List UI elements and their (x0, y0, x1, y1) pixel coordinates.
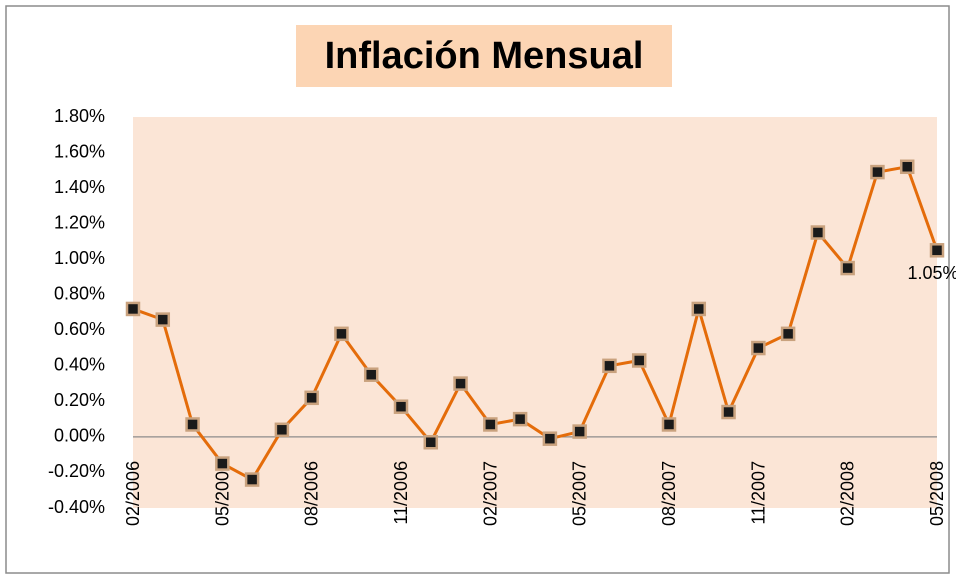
x-tick-label: 08/2007 (659, 461, 679, 526)
data-point (483, 417, 498, 432)
data-point (840, 260, 855, 276)
y-tick-label: 0.00% (54, 426, 105, 446)
data-point (244, 472, 260, 487)
data-point (721, 404, 736, 420)
y-tick-label: -0.20% (48, 461, 105, 481)
data-point (661, 417, 677, 432)
y-tick-label: 1.60% (54, 141, 105, 161)
data-point (393, 399, 409, 414)
x-tick-label: 11/2006 (391, 461, 411, 525)
data-point (780, 326, 796, 342)
x-tick-label: 11/2007 (748, 461, 768, 525)
x-tick-label: 02/2006 (123, 461, 143, 526)
x-tick-label: 02/2008 (838, 461, 858, 526)
data-point (929, 243, 945, 258)
data-point (363, 367, 379, 382)
data-point (125, 301, 141, 317)
y-tick-label: 0.20% (54, 390, 105, 410)
y-tick-label: 1.20% (54, 212, 105, 232)
data-point (572, 424, 587, 439)
data-point (453, 376, 468, 391)
x-tick-label: 05/2006 (212, 461, 232, 526)
data-point (691, 301, 707, 317)
data-point (870, 164, 885, 180)
data-point (215, 456, 230, 471)
y-tick-label: 0.40% (54, 355, 105, 375)
chart-title: Inflación Mensual (325, 35, 644, 77)
x-tick-label: 08/2006 (302, 461, 322, 526)
data-point (423, 434, 439, 450)
data-point (185, 417, 200, 432)
data-point (899, 159, 915, 175)
data-point (602, 358, 617, 374)
data-point (631, 353, 647, 368)
data-point (810, 225, 826, 240)
title-box (296, 25, 672, 87)
data-point (542, 431, 558, 446)
y-tick-label: 1.80% (54, 106, 105, 126)
plot-area (133, 117, 937, 508)
y-tick-label: 1.00% (54, 248, 105, 268)
data-label: 1.05% (907, 263, 956, 283)
y-tick-label: 0.80% (54, 283, 105, 303)
y-tick-label: 0.60% (54, 319, 105, 339)
data-point (751, 340, 766, 356)
x-tick-label: 02/2007 (480, 461, 500, 526)
x-tick-label: 05/2008 (927, 461, 947, 526)
data-point (334, 326, 349, 342)
data-point (274, 422, 290, 438)
data-point (304, 390, 319, 406)
y-tick-label: 1.40% (54, 177, 105, 197)
series-line (132, 165, 939, 482)
data-point (512, 411, 528, 427)
x-tick-label: 05/2007 (570, 461, 590, 526)
y-tick-label: -0.40% (48, 497, 105, 517)
data-point (155, 312, 171, 327)
